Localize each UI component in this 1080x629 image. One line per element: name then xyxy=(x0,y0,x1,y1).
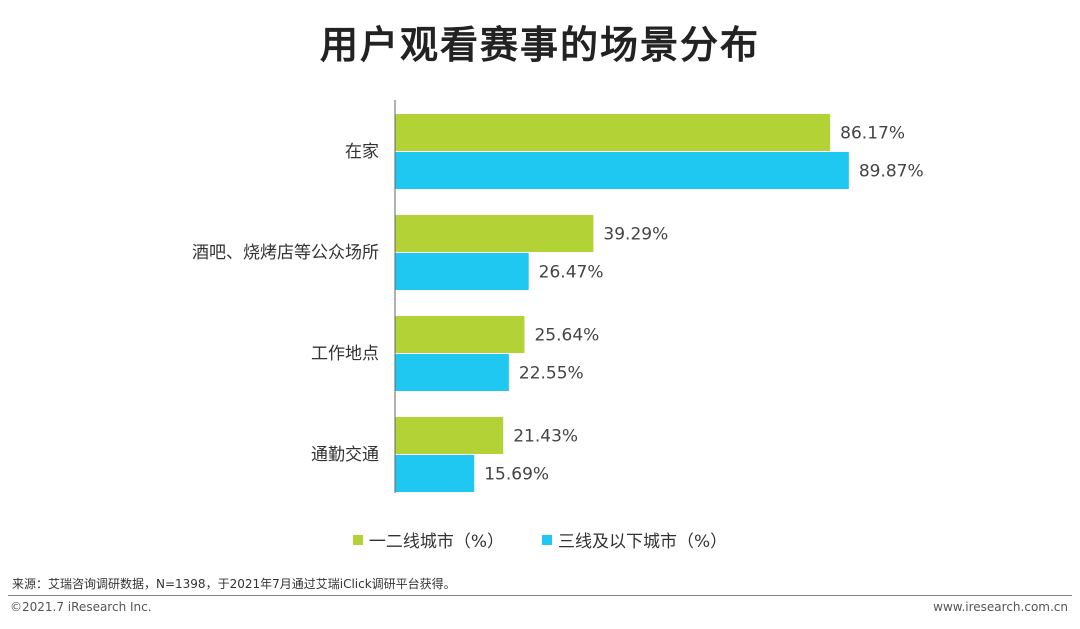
data-label-0-series-1: 86.17% xyxy=(840,124,905,144)
data-label-2-series-2: 22.55% xyxy=(519,364,584,384)
bar-0-series-2 xyxy=(395,152,849,189)
copyright: ©2021.7 iResearch Inc. xyxy=(10,600,152,614)
bar-1-series-2 xyxy=(395,253,529,290)
website-link[interactable]: www.iresearch.com.cn xyxy=(933,600,1068,614)
legend-swatch-series-2 xyxy=(542,534,552,545)
source-note: 来源：艾瑞咨询调研数据，N=1398，于2021年7月通过艾瑞iClick调研平… xyxy=(12,577,456,591)
bar-3-series-1 xyxy=(395,417,504,454)
legend-label-series-1: 一二线城市（%） xyxy=(368,532,504,552)
bar-0-series-1 xyxy=(395,114,831,151)
bar-3-series-2 xyxy=(395,455,475,492)
bar-2-series-2 xyxy=(395,354,509,391)
category-label-0: 在家 xyxy=(345,142,379,162)
bar-2-series-1 xyxy=(395,316,525,353)
legend-item-series-1: 一二线城市（%） xyxy=(352,527,504,552)
category-label-3: 通勤交通 xyxy=(311,445,379,465)
bar-1-series-1 xyxy=(395,215,594,252)
data-label-2-series-1: 25.64% xyxy=(534,326,599,346)
legend-label-series-2: 三线及以下城市（%） xyxy=(558,532,728,552)
bar-chart: 在家 86.17% 89.87% 酒吧、烧烤店等公众场所 39.29% 26.47% 工作地… xyxy=(192,100,924,493)
data-label-3-series-1: 21.43% xyxy=(513,427,578,447)
legend-swatch-series-1 xyxy=(352,534,363,545)
data-label-1-series-1: 39.29% xyxy=(603,225,668,245)
data-label-3-series-2: 15.69% xyxy=(484,465,549,485)
data-label-1-series-2: 26.47% xyxy=(539,263,604,283)
data-label-0-series-2: 89.87% xyxy=(859,162,924,182)
legend: 一二线城市（%） 三线及以下城市（%） xyxy=(0,527,1080,552)
category-label-2: 工作地点 xyxy=(311,344,379,364)
legend-item-series-2: 三线及以下城市（%） xyxy=(542,527,727,552)
footer-divider xyxy=(8,595,1072,596)
category-label-1: 酒吧、烧烤店等公众场所 xyxy=(192,243,379,263)
chart-title: 用户观看赛事的场景分布 xyxy=(319,23,760,67)
